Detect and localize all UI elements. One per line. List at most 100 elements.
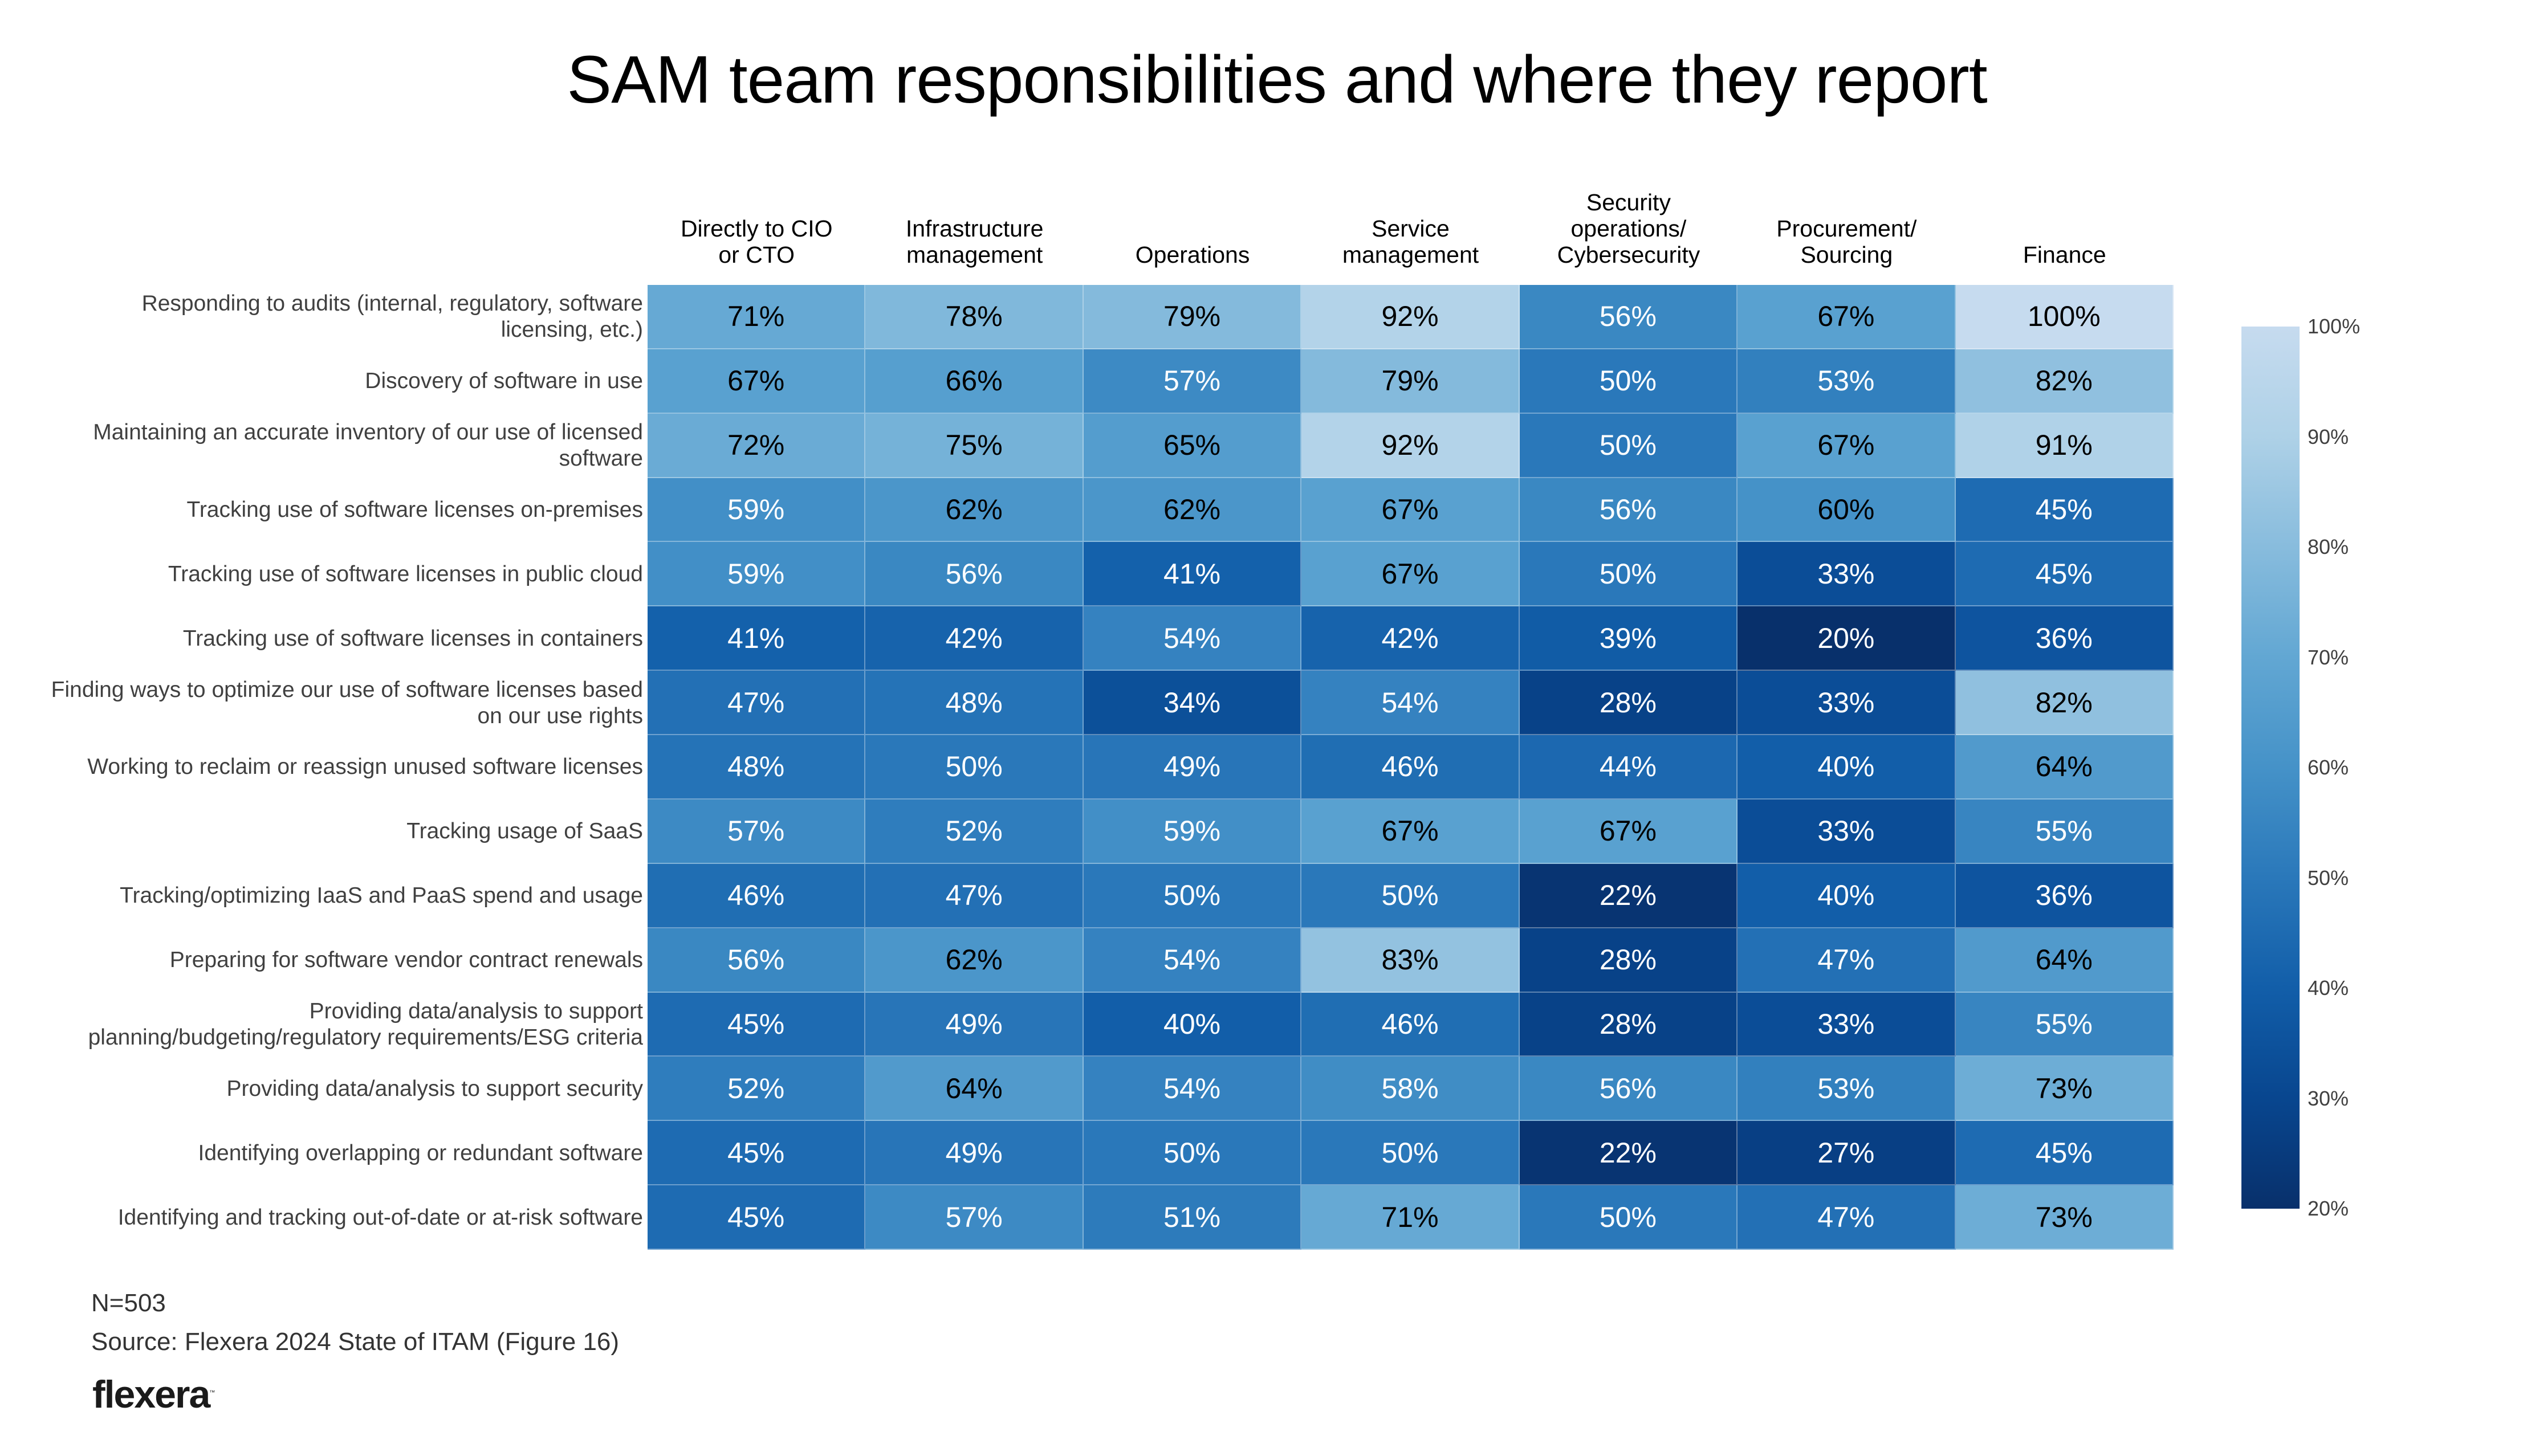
- heatmap-cell: 62%: [1083, 478, 1302, 543]
- colorbar-tick-label: 70%: [2308, 645, 2349, 669]
- heatmap-cell: 28%: [1519, 671, 1738, 736]
- heatmap-cell: 59%: [1083, 799, 1302, 864]
- colorbar-tick-label: 20%: [2308, 1197, 2349, 1220]
- heatmap-cell: 75%: [865, 413, 1084, 478]
- heatmap-cell: 47%: [865, 863, 1084, 928]
- column-header: Operations: [1135, 242, 1250, 268]
- heatmap-cell: 92%: [1301, 285, 1520, 349]
- heatmap-cell: 92%: [1301, 413, 1520, 478]
- colorbar-tick-label: 90%: [2308, 425, 2349, 448]
- heatmap-cell: 64%: [1955, 928, 2174, 993]
- row-label: Providing data/analysis to support secur…: [226, 1076, 643, 1101]
- logo-text: flexera: [92, 1373, 210, 1416]
- heatmap-cell: 52%: [865, 799, 1084, 864]
- heatmap-cell: 28%: [1519, 992, 1738, 1057]
- heatmap-cell: 83%: [1301, 928, 1520, 993]
- heatmap-cell: 71%: [1301, 1185, 1520, 1250]
- heatmap-cell: 36%: [1955, 863, 2174, 928]
- heatmap-cell: 56%: [865, 542, 1084, 607]
- heatmap-cell: 41%: [1083, 542, 1302, 607]
- heatmap-cell: 58%: [1301, 1057, 1520, 1121]
- row-label: Identifying overlapping or redundant sof…: [198, 1140, 644, 1165]
- heatmap-cell: 67%: [1737, 413, 1956, 478]
- heatmap-cell: 60%: [1737, 478, 1956, 543]
- row-label: Preparing for software vendor contract r…: [169, 948, 643, 973]
- heatmap-cell: 100%: [1955, 285, 2174, 349]
- heatmap-cell: 73%: [1955, 1185, 2174, 1250]
- heatmap-cell: 45%: [1955, 1121, 2174, 1186]
- colorbar-tick-label: 50%: [2308, 866, 2349, 890]
- heatmap-cell: 78%: [865, 285, 1084, 349]
- colorbar-tick-label: 40%: [2308, 976, 2349, 1000]
- heatmap-cell: 46%: [648, 863, 866, 928]
- sample-size-note: N=503: [91, 1289, 166, 1317]
- heatmap-cell: 40%: [1737, 735, 1956, 800]
- row-label: Tracking/optimizing IaaS and PaaS spend …: [120, 883, 643, 908]
- heatmap-cell: 49%: [865, 1121, 1084, 1186]
- heatmap-cell: 47%: [1737, 1185, 1956, 1250]
- heatmap-cell: 51%: [1083, 1185, 1302, 1250]
- heatmap-cell: 54%: [1083, 606, 1302, 671]
- heatmap-cell: 54%: [1083, 928, 1302, 993]
- heatmap-cell: 33%: [1737, 671, 1956, 736]
- heatmap-cell: 53%: [1737, 1057, 1956, 1121]
- heatmap-cell: 54%: [1083, 1057, 1302, 1121]
- heatmap-cell: 22%: [1519, 863, 1738, 928]
- heatmap-cell: 48%: [865, 671, 1084, 736]
- heatmap-cell: 67%: [1301, 542, 1520, 607]
- heatmap-cell: 40%: [1083, 992, 1302, 1057]
- heatmap-cell: 56%: [1519, 1057, 1738, 1121]
- heatmap-cell: 39%: [1519, 606, 1738, 671]
- heatmap-cell: 49%: [865, 992, 1084, 1057]
- heatmap-cell: 50%: [1301, 1121, 1520, 1186]
- heatmap-cell: 50%: [1301, 863, 1520, 928]
- heatmap-cell: 45%: [648, 992, 866, 1057]
- heatmap-cell: 50%: [1083, 1121, 1302, 1186]
- chart-title: SAM team responsibilities and where they…: [567, 42, 1987, 117]
- column-header: Security operations/ Cybersecurity: [1557, 189, 1700, 268]
- heatmap-cell: 50%: [1519, 1185, 1738, 1250]
- heatmap-cell: 72%: [648, 413, 866, 478]
- trademark-mark: ™: [209, 1389, 215, 1396]
- row-label: Tracking use of software licenses in con…: [182, 626, 643, 651]
- heatmap-cell: 45%: [1955, 542, 2174, 607]
- heatmap-cell: 50%: [1519, 349, 1738, 414]
- heatmap-cell: 73%: [1955, 1057, 2174, 1121]
- heatmap-cell: 82%: [1955, 349, 2174, 414]
- heatmap-cell: 50%: [1519, 413, 1738, 478]
- column-header: Service management: [1342, 215, 1479, 268]
- heatmap-cell: 33%: [1737, 992, 1956, 1057]
- heatmap-cell: 71%: [648, 285, 866, 349]
- heatmap-cell: 56%: [648, 928, 866, 993]
- heatmap-cell: 67%: [1301, 799, 1520, 864]
- heatmap-cell: 67%: [1301, 478, 1520, 543]
- heatmap-cell: 46%: [1301, 992, 1520, 1057]
- heatmap-cell: 27%: [1737, 1121, 1956, 1186]
- heatmap-cell: 57%: [865, 1185, 1084, 1250]
- row-label: Finding ways to optimize our use of soft…: [51, 677, 643, 728]
- heatmap-cell: 40%: [1737, 863, 1956, 928]
- heatmap-cell: 56%: [1519, 478, 1738, 543]
- flexera-logo: flexera™: [92, 1372, 215, 1417]
- heatmap-cell: 49%: [1083, 735, 1302, 800]
- colorbar: [2241, 327, 2300, 1209]
- column-header: Procurement/ Sourcing: [1776, 215, 1917, 268]
- heatmap-cell: 57%: [1083, 349, 1302, 414]
- heatmap-cell: 46%: [1301, 735, 1520, 800]
- heatmap-cell: 65%: [1083, 413, 1302, 478]
- row-label: Tracking use of software licenses on-pre…: [186, 497, 643, 523]
- heatmap-cell: 91%: [1955, 413, 2174, 478]
- heatmap-cell: 62%: [865, 928, 1084, 993]
- colorbar-tick-label: 30%: [2308, 1086, 2349, 1110]
- heatmap-cell: 50%: [1519, 542, 1738, 607]
- row-label: Identifying and tracking out-of-date or …: [117, 1205, 643, 1230]
- heatmap-cell: 79%: [1301, 349, 1520, 414]
- heatmap-grid: 71% 78% 79% 92% 56% 67% 100% 67% 66% 57% 79% 50% 53%…: [648, 285, 2174, 1250]
- heatmap-cell: 20%: [1737, 606, 1956, 671]
- row-label: Tracking usage of SaaS: [406, 819, 643, 844]
- row-label: Maintaining an accurate inventory of our…: [93, 420, 643, 471]
- heatmap-cell: 66%: [865, 349, 1084, 414]
- heatmap-cell: 36%: [1955, 606, 2174, 671]
- heatmap-cell: 67%: [1737, 285, 1956, 349]
- heatmap-cell: 64%: [865, 1057, 1084, 1121]
